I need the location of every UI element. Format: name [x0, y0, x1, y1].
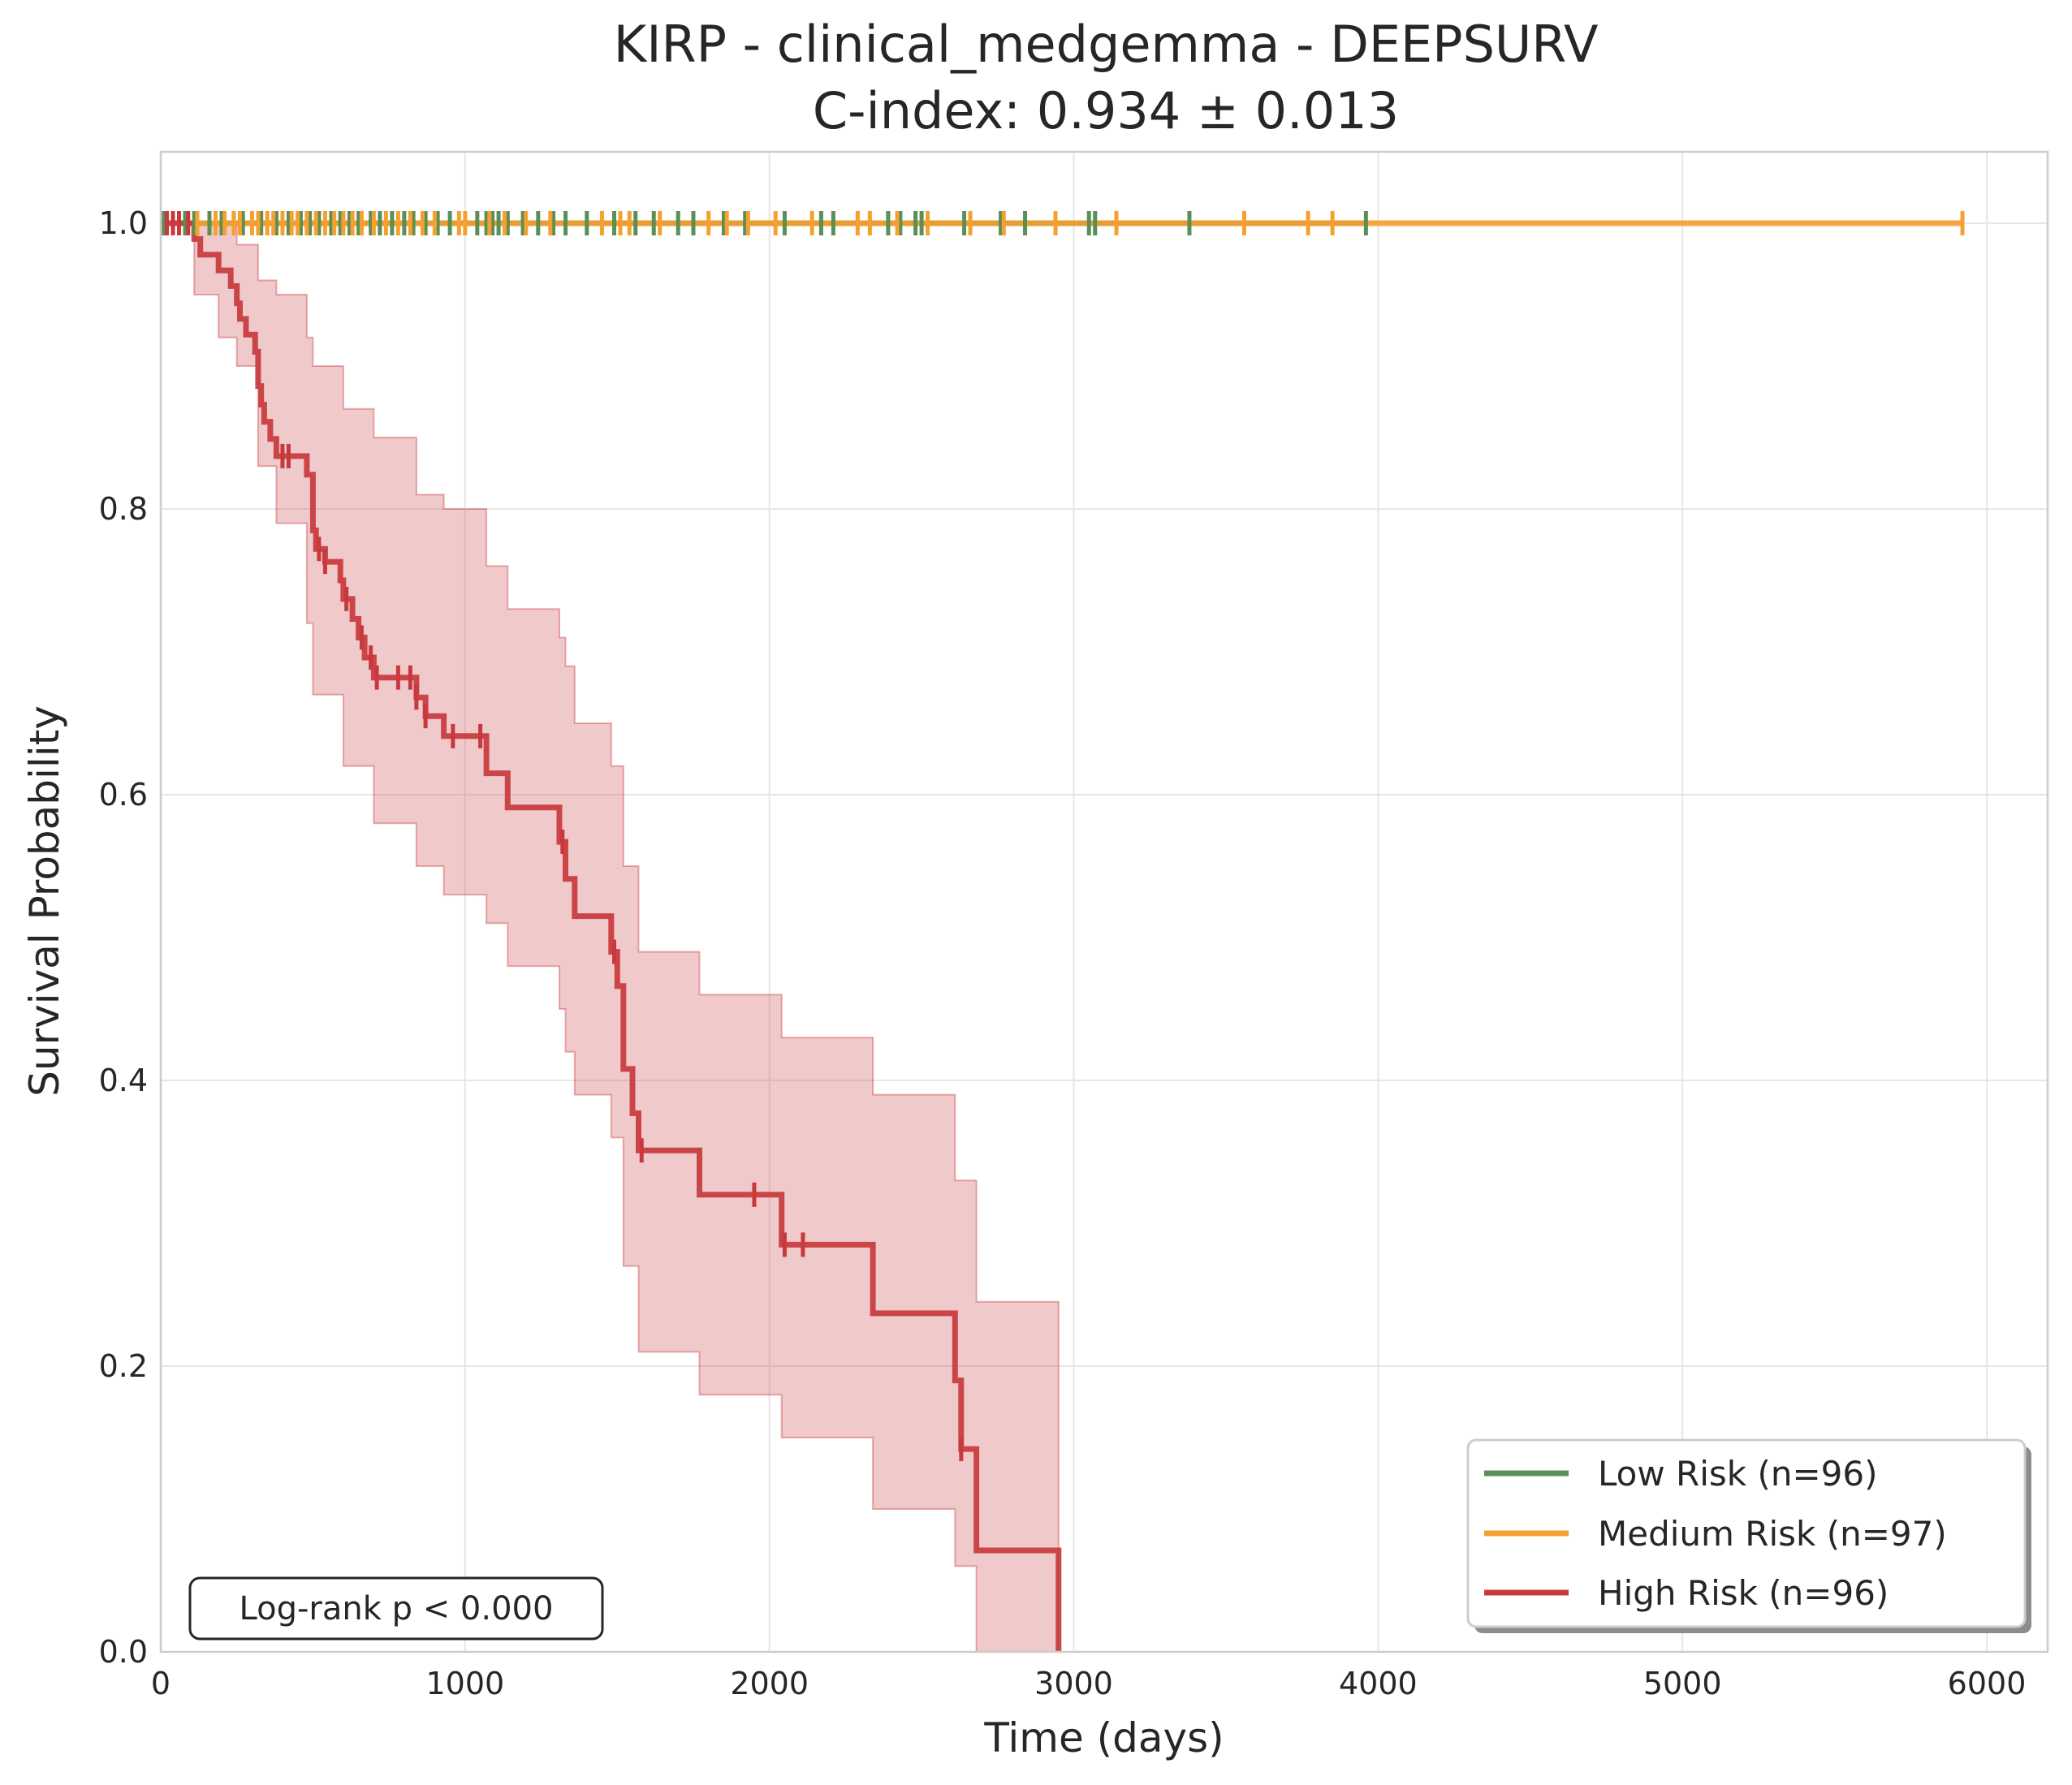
- annotation-box: Log-rank p < 0.000: [188, 1576, 604, 1641]
- legend-label-high: High Risk (n=96): [1598, 1573, 1889, 1613]
- legend-label-medium: Medium Risk (n=97): [1598, 1514, 1947, 1554]
- x-tick-label-2: 2000: [730, 1666, 809, 1701]
- y-tick-label-0: 0.0: [99, 1634, 148, 1670]
- logrank-annotation: Log-rank p < 0.000: [240, 1590, 554, 1628]
- x-tick-label-6: 6000: [1948, 1666, 2027, 1701]
- x-tick-label-4: 4000: [1339, 1666, 1418, 1701]
- plot-frame: [159, 150, 2049, 1653]
- x-tick-label-0: 0: [151, 1666, 171, 1701]
- y-tick-label-3: 0.6: [99, 777, 148, 813]
- x-tick-label-1: 1000: [425, 1666, 504, 1701]
- chart-title: KIRP - clinical_medgemma - DEEPSURV: [614, 15, 1599, 74]
- y-tick-label-4: 0.8: [99, 491, 148, 527]
- x-tick-label-5: 5000: [1643, 1666, 1722, 1701]
- y-tick-label-1: 0.2: [99, 1348, 148, 1384]
- y-tick-label-5: 1.0: [99, 205, 148, 241]
- x-tick-label-3: 3000: [1034, 1666, 1113, 1701]
- chart-subtitle: C-index: 0.934 ± 0.013: [813, 81, 1399, 140]
- y-tick-label-2: 0.4: [99, 1063, 148, 1098]
- legend-label-low: Low Risk (n=96): [1598, 1454, 1878, 1494]
- y-tick-labels: 0.0 0.2 0.4 0.6 0.8 1.0: [99, 205, 148, 1670]
- censor-marks: [162, 211, 1965, 1462]
- legend: Low Risk (n=96) Medium Risk (n=97) High …: [1466, 1438, 2031, 1633]
- survival-curve-high: [161, 220, 1062, 1652]
- x-axis-label: Time (days): [983, 1714, 1224, 1761]
- y-axis-label: Survival Probability: [21, 705, 68, 1097]
- x-tick-labels: 0 1000 2000 3000 4000 5000 6000: [151, 1666, 2026, 1701]
